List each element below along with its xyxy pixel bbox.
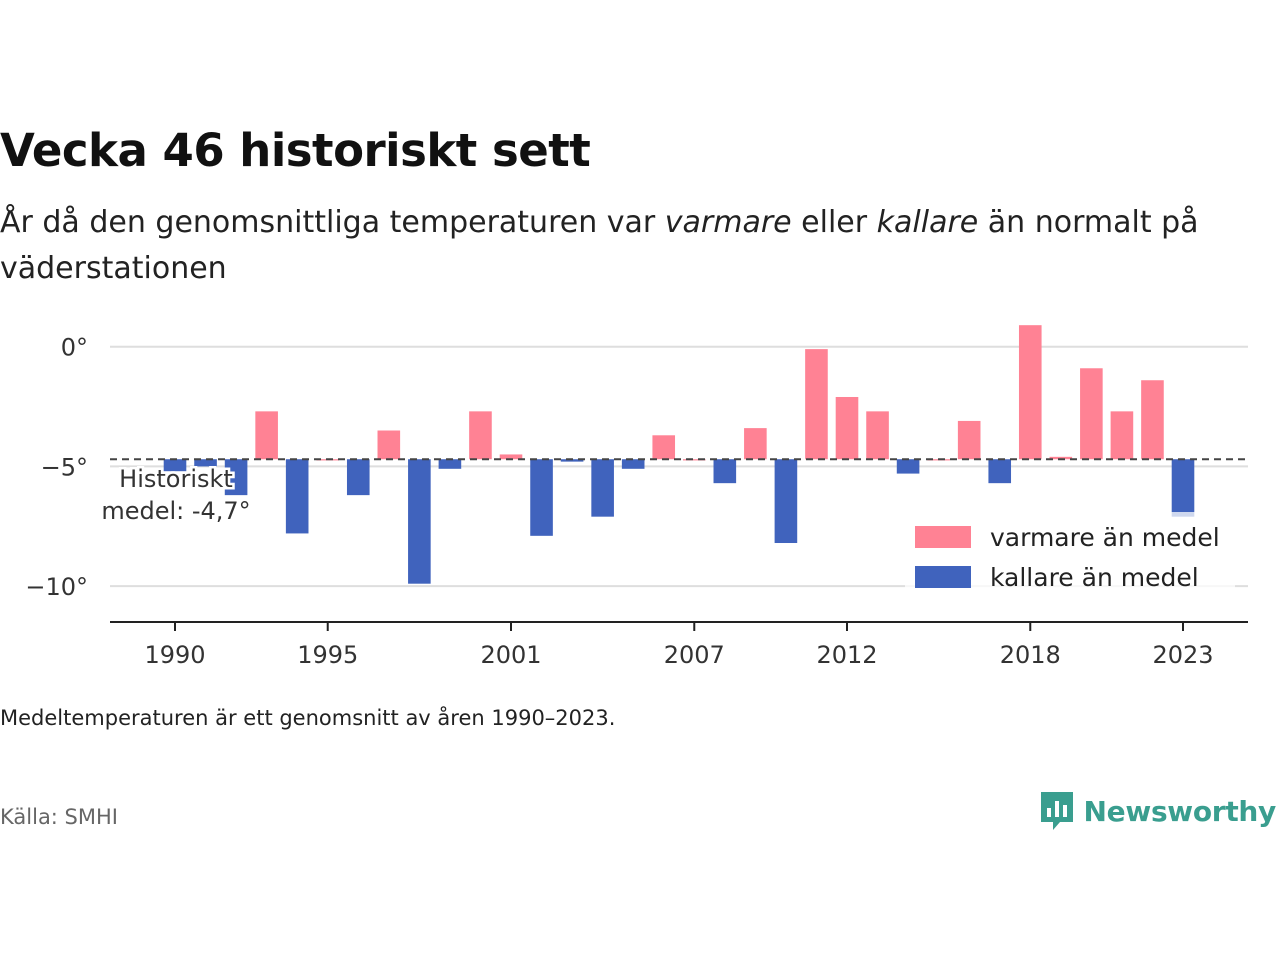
x-tick-label: 2001 [480,641,541,669]
bar-2004 [591,459,614,517]
subtitle-part: än normalt på väderstationen [0,205,1199,286]
x-tick-label: 2007 [664,641,725,669]
legend-swatch-colder [915,566,971,588]
bar-2000 [469,411,492,460]
bar-2021 [1110,411,1134,460]
bar-2023 [1171,459,1195,517]
bar-2012 [835,396,859,460]
bar-1992 [224,459,248,496]
bar-1999 [438,459,462,469]
bar-1993 [255,411,278,460]
bar-2022 [1141,380,1164,460]
bar-2017 [988,459,1012,484]
bar-2018 [1018,325,1042,460]
bar-2019 [1049,456,1073,460]
temperature-bar-chart: Historiskt medel: -4,7° 1990 1995 2001 2007… [25,325,1248,669]
legend-label-colder: kallare än medel [990,563,1199,592]
y-tick-label: 0° [61,334,88,362]
bar-2009 [744,428,767,460]
subtitle-warmer: varmare [664,205,792,240]
x-tick-label: 2018 [1000,641,1061,669]
chart-bubble-icon [1040,792,1073,830]
baseline-label: Historiskt [119,465,233,493]
legend-swatch-warmer [915,526,971,548]
y-axis-ticks: 0° −5° −10° [25,334,88,601]
x-tick-label: 2012 [816,641,877,669]
y-tick-label: −10° [25,573,88,601]
bar-2006 [652,435,676,460]
y-tick-label: −5° [41,453,88,481]
chart-subtitle: År då den genomsnittliga temperaturen va… [0,200,1250,292]
baseline-label: medel: -4,7° [101,497,250,525]
bar-1998 [408,459,431,584]
bar-2001 [499,454,523,460]
bar-2013 [866,411,889,460]
subtitle-part: År då den genomsnittliga temperaturen va… [0,205,665,240]
newsworthy-logo: Newsworthy [1038,790,1276,832]
subtitle-part: eller [791,205,877,240]
bar-2014 [896,459,920,474]
source-credit: Källa: SMHI [0,805,118,829]
bar-2011 [805,349,828,460]
bar-1990 [163,459,187,472]
x-tick-label: 1995 [297,641,358,669]
bar-2003 [560,459,584,462]
chart-title: Vecka 46 historiskt sett [0,124,591,177]
bar-2010 [774,459,798,544]
bar-2008 [713,459,737,484]
x-axis-ticks: 1990 1995 2001 2007 2012 2018 2023 [144,622,1214,669]
bar-1997 [377,430,401,460]
bar-2002 [530,459,553,536]
bar-2005 [621,459,645,469]
legend: varmare än medel kallare än medel [905,512,1235,598]
x-tick-label: 2023 [1152,641,1213,669]
bar-2020 [1080,368,1103,460]
bar-1994 [285,459,309,534]
brand-name: Newsworthy [1083,794,1277,828]
bars [163,325,1195,584]
x-tick-label: 1990 [144,641,205,669]
bar-1996 [346,459,370,496]
legend-label-warmer: varmare än medel [990,523,1220,552]
bar-2016 [957,420,981,460]
bar-2007 [682,459,706,461]
bar-1991 [194,459,217,467]
footnote: Medeltemperaturen är ett genomsnitt av å… [0,706,616,730]
subtitle-colder: kallare [876,205,979,240]
